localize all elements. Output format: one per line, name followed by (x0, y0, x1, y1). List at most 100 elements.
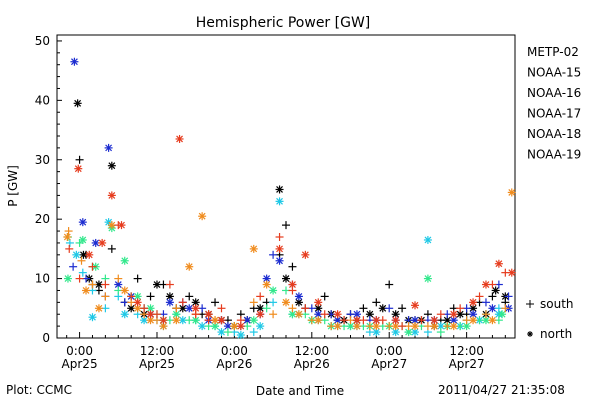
north-marker (133, 298, 142, 307)
y-tick-label: 0 (42, 331, 50, 345)
south-marker (359, 304, 368, 313)
north-marker (507, 188, 516, 197)
north-marker (191, 316, 200, 325)
north-marker (78, 218, 87, 227)
north-marker (94, 304, 103, 313)
south-marker (249, 298, 258, 307)
south-marker (65, 244, 74, 253)
north-marker (372, 316, 381, 325)
south-marker (385, 304, 394, 313)
x-tick-date: Apr26 (216, 357, 252, 371)
north-marker (98, 238, 107, 247)
north-marker (488, 316, 497, 325)
south-marker (320, 292, 329, 301)
south-marker (178, 298, 187, 307)
marker-legend: south north (526, 297, 574, 341)
marker-legend-label: south (540, 297, 574, 311)
plot-timestamp: 2011/04/27 21:35:08 (438, 383, 565, 397)
south-marker (269, 310, 278, 319)
south-marker (481, 310, 490, 319)
x-tick-date: Apr26 (294, 357, 330, 371)
north-marker (423, 274, 432, 283)
plot-credit: Plot: CCMC (6, 383, 72, 397)
legend-item: NOAA-18 (527, 127, 581, 141)
north-marker (372, 328, 381, 337)
north-marker (481, 316, 490, 325)
north-marker (430, 322, 439, 331)
x-tick-time: 12:00 (449, 344, 484, 358)
south-marker (417, 316, 426, 325)
south-marker (320, 310, 329, 319)
south-marker (69, 262, 78, 271)
north-marker (249, 316, 258, 325)
south-marker (75, 274, 84, 283)
north-marker (146, 310, 155, 319)
south-marker (77, 256, 86, 265)
south-marker (436, 328, 445, 337)
north-marker (175, 134, 184, 143)
north-marker (107, 191, 116, 200)
north-marker (481, 280, 490, 289)
north-marker (191, 304, 200, 313)
y-tick-label: 40 (35, 93, 50, 107)
legend-item: METP-02 (527, 45, 579, 59)
south-marker (501, 304, 510, 313)
north-marker (120, 310, 129, 319)
north-marker (507, 268, 516, 277)
legend-item: NOAA-15 (527, 66, 581, 80)
x-tick-date: Apr25 (62, 357, 98, 371)
x-tick-time: 12:00 (140, 344, 175, 358)
north-marker (74, 164, 83, 173)
north-marker (198, 212, 207, 221)
y-tick-label: 50 (35, 34, 50, 48)
south-marker (481, 298, 490, 307)
north-marker (275, 256, 284, 265)
north-marker (365, 310, 374, 319)
south-marker (282, 221, 290, 230)
south-marker (64, 227, 73, 236)
y-axis: 0 10 20 30 40 50 (35, 34, 62, 345)
north-marker (494, 259, 503, 268)
north-marker (191, 298, 200, 307)
north-marker (469, 298, 478, 307)
north-marker (185, 262, 194, 271)
data-points (63, 57, 516, 340)
chart-title: Hemispheric Power [GW] (196, 15, 371, 31)
north-marker (498, 310, 507, 319)
y-tick-label: 30 (35, 153, 50, 167)
y-tick-label: 10 (35, 272, 50, 286)
x-tick-time: 0:00 (66, 344, 93, 358)
south-marker (165, 280, 174, 289)
north-marker (275, 185, 284, 194)
south-marker (146, 292, 155, 301)
legend: METP-02 NOAA-15 NOAA-16 NOAA-17 NOAA-18 NOAA-… (527, 45, 581, 162)
north-marker (275, 244, 284, 253)
north-marker (70, 57, 79, 66)
south-marker (398, 322, 407, 331)
south-marker (78, 268, 87, 277)
north-marker (172, 316, 181, 325)
south-marker (269, 250, 278, 259)
south-marker (456, 304, 465, 313)
south-marker (101, 292, 110, 301)
north-marker (107, 161, 116, 170)
north-marker (73, 99, 82, 108)
south-marker (275, 233, 284, 241)
south-marker (101, 280, 110, 289)
south-marker (133, 274, 142, 283)
north-marker (275, 197, 284, 206)
north-marker (63, 233, 72, 241)
x-axis: 0:00Apr2512:00Apr250:00Apr2612:00Apr260:… (62, 332, 506, 371)
south-marker (127, 292, 136, 301)
south-marker (504, 292, 513, 301)
north-marker (120, 256, 129, 265)
south-marker (88, 280, 97, 289)
south-marker (398, 304, 407, 313)
north-marker (423, 235, 432, 244)
south-marker (185, 292, 194, 301)
north-marker (256, 310, 265, 319)
north-marker (165, 298, 174, 307)
marker-legend-label: north (540, 327, 572, 341)
north-marker (85, 250, 94, 259)
